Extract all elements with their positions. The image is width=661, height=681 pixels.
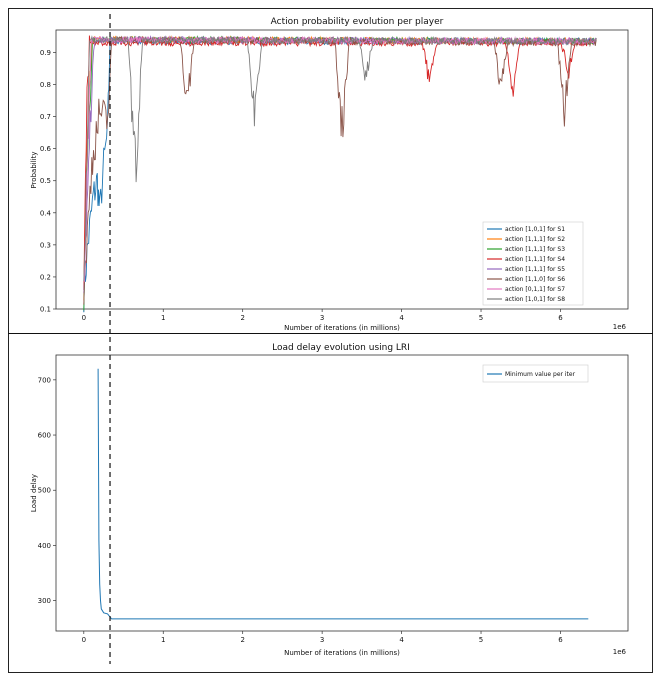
chart-title: Load delay evolution using LRI [272,343,410,353]
y-axis-label: Load delay [30,474,38,512]
x-axis-multiplier: 1e6 [613,323,627,331]
y-tick-label: 0.4 [40,209,52,217]
legend-label: action [1,1,1] for S2 [505,236,565,243]
legend-label: Minimum value per iter [505,371,576,378]
y-tick-labels: 0.1 0.2 0.3 0.4 0.5 0.6 0.7 0.8 0.9 [40,49,56,314]
series-line [83,35,597,282]
panel-divider [8,333,653,334]
x-tick-label: 5 [479,314,483,322]
x-tick-label: 5 [479,636,483,644]
y-tick-labels: 300 400 500 600 700 [38,376,56,605]
legend-label: action [1,0,1] for S1 [505,226,565,233]
y-tick-label: 600 [38,432,51,440]
x-tick-label: 3 [320,636,324,644]
x-tick-label: 0 [82,636,86,644]
y-tick-label: 300 [38,597,51,605]
y-tick-label: 0.7 [40,113,51,121]
y-tick-label: 0.3 [40,241,51,249]
y-axis-label: Probability [30,151,38,188]
y-tick-label: 400 [38,542,51,550]
series-lines [97,368,589,620]
y-tick-label: 500 [38,487,51,495]
legend-label: action [1,0,1] for S8 [505,296,565,303]
figure-frame [8,8,653,673]
y-tick-label: 0.6 [40,145,52,153]
legend-label: action [1,1,1] for S5 [505,266,565,273]
legend-label: action [1,1,1] for S4 [505,256,565,263]
x-tick-label: 4 [399,314,404,322]
plot-frame [55,29,629,310]
legend: Minimum value per iter [482,364,589,383]
series-line [97,368,589,620]
legend-box [482,221,584,306]
x-tick-label: 0 [82,314,86,322]
legend-label: action [0,1,1] for S7 [505,286,565,293]
x-tick-label: 1 [161,314,165,322]
x-tick-label: 1 [161,636,165,644]
y-tick-label: 0.8 [40,81,51,89]
x-tick-label: 6 [558,636,563,644]
legend-label: action [1,1,1] for S3 [505,246,565,253]
probability-panel: Action probability evolution per player … [30,14,629,333]
x-tick-labels: 0 1 2 3 4 5 6 [82,309,563,322]
chart-title: Action probability evolution per player [271,17,444,27]
y-tick-label: 0.1 [40,306,51,314]
x-axis-label: Number of iterations (in millions) [284,649,400,657]
x-tick-label: 3 [320,314,324,322]
load-delay-panel: Load delay evolution using LRI 300400500… [30,337,629,664]
plot-frame [55,354,629,632]
x-tick-labels: 0 1 2 3 4 5 6 [82,631,563,644]
x-tick-label: 2 [240,314,244,322]
x-axis-label: Number of iterations (in millions) [284,324,400,332]
y-tick-label: 700 [38,376,51,384]
legend-label: action [1,1,0] for S6 [505,276,565,283]
y-tick-label: 0.9 [40,49,51,57]
x-axis-multiplier: 1e6 [613,648,627,656]
legend-box [482,364,589,383]
y-tick-label: 0.5 [40,177,51,185]
y-tick-label: 0.2 [40,273,51,281]
x-tick-label: 6 [558,314,563,322]
x-tick-label: 2 [240,636,244,644]
series-lines [83,35,597,313]
x-tick-label: 4 [399,636,404,644]
legend: action [1,0,1] for S1 action [1,1,1] for … [482,221,584,306]
